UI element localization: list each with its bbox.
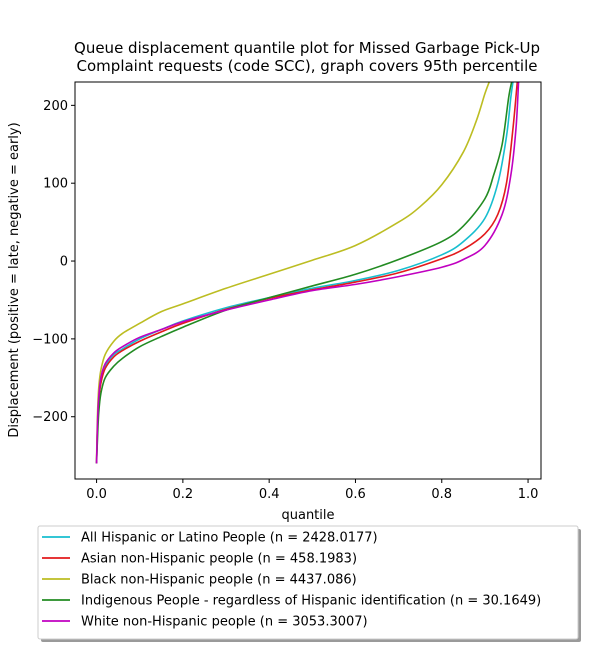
x-tick-label: 0.2 [173,487,194,502]
legend-entry: White non-Hispanic people (n = 3053.3007… [81,615,368,630]
title-line: Queue displacement quantile plot for Mis… [74,39,540,57]
legend-entry: All Hispanic or Latino People (n = 2428.… [81,531,378,546]
series-line-0 [95,82,514,464]
plot-frame [74,81,542,480]
plot-area [74,81,542,480]
x-axis-label: quantile [281,508,334,523]
y-tick-label: 100 [43,177,68,192]
series-group [95,82,520,464]
y-tick-label: −200 [32,410,68,425]
x-tick-label: 0.8 [431,487,452,502]
chart-title: Queue displacement quantile plot for Mis… [74,39,540,75]
series-line-3 [95,82,513,464]
y-axis-label: Displacement (positive = late, negative … [7,122,22,437]
y-tick-label: −100 [32,332,68,347]
legend-box [37,525,579,640]
x-tick-label: 0.6 [345,487,366,502]
x-tick-label: 1.0 [518,487,539,502]
series-line-4 [95,82,520,464]
title-line: Complaint requests (code SCC), graph cov… [77,57,538,75]
x-tick-label: 0.0 [86,487,107,502]
y-tick-label: 200 [43,99,68,114]
series-line-2 [95,82,490,460]
series-line-1 [95,82,519,464]
x-tick-label: 0.4 [259,487,280,502]
legend-entry: Indigenous People - regardless of Hispan… [81,594,541,609]
legend: All Hispanic or Latino People (n = 2428.… [37,525,581,642]
y-axis: −200 −100 0 100 200 [32,99,75,425]
legend-entry: Asian non-Hispanic people (n = 458.1983) [81,552,357,567]
y-tick-label: 0 [60,255,68,270]
legend-entry: Black non-Hispanic people (n = 4437.086) [81,573,357,588]
x-axis: 0.0 0.2 0.4 0.6 0.8 1.0 [86,479,538,502]
